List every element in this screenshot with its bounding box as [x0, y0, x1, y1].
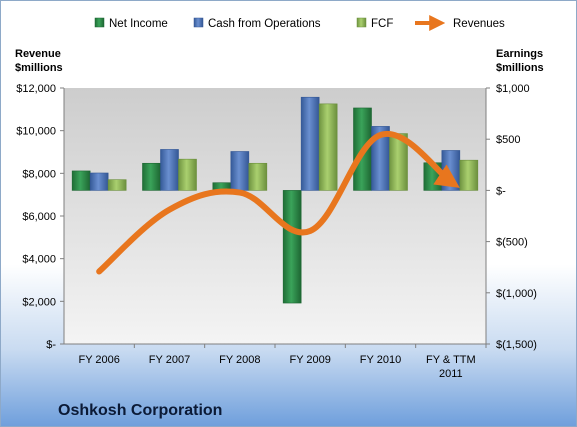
bar-fcf	[178, 158, 197, 191]
x-tick-label: FY & TTM 2011	[426, 354, 476, 380]
right-tick-label: $(500)	[496, 237, 528, 249]
bar-fcf	[107, 179, 127, 191]
bar-net-income	[71, 170, 91, 191]
right-axis-title-line2: $millions	[496, 62, 544, 74]
left-tick-label: $10,000	[16, 126, 56, 138]
x-tick-label: FY 2009	[289, 354, 330, 366]
left-tick-label: $4,000	[22, 254, 56, 266]
left-axis-title-line1: Revenue	[15, 48, 61, 60]
revenue-line	[96, 130, 460, 275]
legend-swatch-cash-from-operations	[193, 17, 204, 28]
bar-net-income	[142, 162, 161, 191]
bar-net-income	[282, 190, 302, 304]
right-axis-title-line1: Earnings	[496, 48, 543, 60]
left-tick-label: $2,000	[22, 296, 56, 308]
right-tick-label: $-	[496, 185, 506, 197]
bar-cash-from-operations	[89, 172, 109, 191]
bar-fcf	[459, 159, 479, 191]
bar-cash-from-operations	[230, 151, 250, 191]
legend-label-net-income: Net Income	[109, 18, 168, 30]
left-tick-label: $6,000	[22, 211, 56, 223]
bar-fcf	[318, 103, 338, 191]
right-tick-label: $(1,000)	[496, 288, 537, 300]
x-tick-label: FY 2008	[219, 354, 260, 366]
right-tick-label: $500	[496, 134, 520, 146]
legend-label-fcf: FCF	[371, 18, 393, 30]
left-tick-label: $8,000	[22, 168, 56, 180]
legend-swatch-net-income	[94, 17, 105, 28]
right-axis-ticks: $(1,500) $(1,000) $(500) $- $500 $1,000	[486, 83, 537, 351]
right-tick-label: $1,000	[496, 83, 530, 95]
bar-cash-from-operations	[300, 96, 320, 191]
legend-label-revenues: Revenues	[453, 18, 505, 30]
left-axis-title-line2: $millions	[15, 62, 63, 74]
bar-cash-from-operations	[160, 149, 179, 191]
chart-title: Oshkosh Corporation	[58, 402, 222, 419]
legend: Net Income Cash from Operations FCF Reve…	[94, 15, 505, 31]
x-tick-label: FY 2010	[360, 354, 401, 366]
left-tick-label: $-	[46, 339, 56, 351]
legend-swatch-fcf	[356, 17, 367, 28]
x-tick-label: FY 2007	[149, 354, 190, 366]
x-tick-label: FY 2006	[78, 354, 119, 366]
legend-label-cash-from-operations: Cash from Operations	[208, 18, 321, 30]
x-axis-ticks: FY 2006 FY 2007 FY 2008 FY 2009 FY 2010 FY & …	[78, 344, 487, 380]
right-tick-label: $(1,500)	[496, 339, 537, 351]
revenue-line-group	[96, 130, 460, 275]
bar-fcf	[248, 162, 268, 191]
left-tick-label: $12,000	[16, 83, 56, 95]
left-axis-ticks: $- $2,000 $4,000 $6,000 $8,000 $10,000 $12,000	[16, 83, 64, 351]
